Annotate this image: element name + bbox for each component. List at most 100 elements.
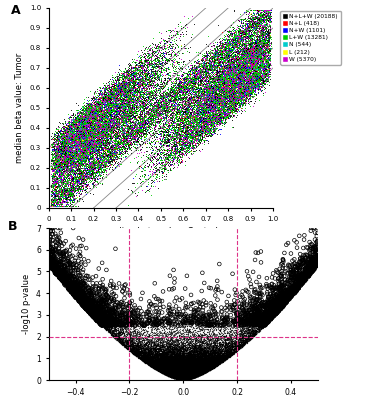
Point	[118, 299, 124, 306]
Point	[209, 123, 215, 130]
Point	[221, 52, 227, 58]
Point	[245, 76, 251, 82]
Point	[200, 109, 206, 115]
Point	[58, 167, 64, 173]
Point	[59, 145, 65, 151]
Point	[180, 82, 186, 89]
Point	[167, 97, 173, 103]
Point	[204, 64, 210, 71]
Point	[192, 362, 198, 368]
Point	[74, 120, 80, 126]
Point	[200, 351, 206, 357]
Point	[128, 135, 134, 142]
Point	[176, 376, 182, 382]
Point	[212, 113, 218, 120]
Point	[251, 44, 257, 50]
Point	[187, 376, 193, 382]
Point	[105, 154, 111, 161]
Point	[242, 327, 248, 334]
Point	[190, 374, 196, 380]
Point	[80, 182, 86, 188]
Point	[256, 56, 262, 62]
Point	[105, 95, 111, 101]
Point	[174, 372, 180, 378]
Point	[165, 364, 171, 370]
Point	[59, 275, 65, 282]
Point	[214, 50, 220, 56]
Point	[131, 79, 137, 85]
Point	[215, 102, 221, 108]
Point	[156, 359, 162, 365]
Point	[240, 59, 246, 65]
Point	[150, 361, 156, 368]
Point	[190, 371, 196, 378]
Point	[157, 58, 163, 65]
Point	[57, 193, 63, 200]
Point	[190, 130, 196, 136]
Point	[85, 121, 91, 128]
Point	[181, 365, 187, 372]
Point	[165, 155, 171, 162]
Point	[85, 134, 91, 140]
Point	[184, 121, 190, 127]
Point	[184, 364, 190, 370]
Point	[160, 358, 166, 364]
Point	[173, 360, 179, 366]
Point	[172, 368, 178, 374]
Point	[163, 366, 169, 372]
Point	[135, 69, 141, 76]
Point	[167, 346, 173, 353]
Point	[180, 366, 186, 373]
Point	[187, 367, 193, 373]
Point	[178, 367, 184, 374]
Point	[154, 365, 160, 372]
Point	[159, 363, 165, 369]
Point	[53, 148, 59, 154]
Point	[158, 360, 164, 366]
Point	[181, 75, 187, 82]
Point	[76, 146, 82, 152]
Point	[207, 91, 213, 98]
Point	[136, 344, 142, 350]
Point	[207, 87, 213, 93]
Point	[141, 99, 147, 105]
Point	[191, 363, 197, 369]
Point	[110, 99, 116, 106]
Point	[219, 106, 225, 112]
Point	[82, 138, 88, 144]
Point	[119, 109, 125, 115]
Point	[168, 367, 174, 374]
Point	[143, 66, 149, 72]
Point	[119, 106, 125, 112]
Point	[123, 328, 129, 334]
Point	[154, 360, 160, 366]
Point	[84, 140, 90, 146]
Point	[173, 146, 179, 152]
Point	[246, 336, 252, 342]
Point	[260, 74, 266, 80]
Point	[147, 116, 153, 122]
Point	[50, 203, 56, 209]
Point	[234, 62, 240, 68]
Point	[139, 88, 145, 94]
Point	[124, 82, 130, 89]
Point	[224, 58, 230, 64]
Point	[175, 343, 181, 349]
Point	[229, 341, 235, 347]
Point	[89, 154, 95, 160]
Point	[229, 94, 234, 100]
Point	[233, 64, 239, 70]
Point	[206, 362, 212, 368]
Point	[163, 370, 169, 376]
Point	[200, 360, 206, 366]
Point	[209, 348, 215, 354]
Point	[240, 73, 246, 79]
Point	[183, 371, 188, 377]
Point	[180, 350, 186, 356]
Point	[76, 114, 82, 120]
Point	[224, 110, 230, 117]
Point	[61, 131, 67, 137]
Point	[110, 143, 116, 150]
Point	[209, 86, 215, 92]
Point	[176, 363, 182, 369]
